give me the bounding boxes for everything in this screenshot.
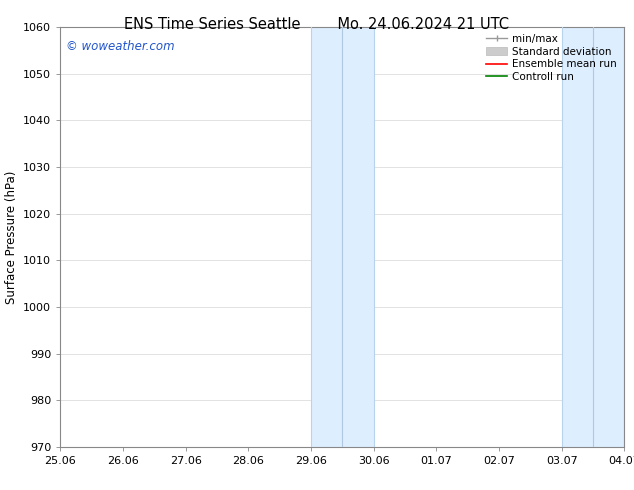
Bar bbox=[562, 27, 624, 447]
Text: ENS Time Series Seattle        Mo. 24.06.2024 21 UTC: ENS Time Series Seattle Mo. 24.06.2024 2… bbox=[124, 17, 510, 32]
Text: © woweather.com: © woweather.com bbox=[66, 40, 174, 52]
Y-axis label: Surface Pressure (hPa): Surface Pressure (hPa) bbox=[4, 170, 18, 304]
Bar bbox=[311, 27, 373, 447]
Legend: min/max, Standard deviation, Ensemble mean run, Controll run: min/max, Standard deviation, Ensemble me… bbox=[484, 32, 619, 84]
